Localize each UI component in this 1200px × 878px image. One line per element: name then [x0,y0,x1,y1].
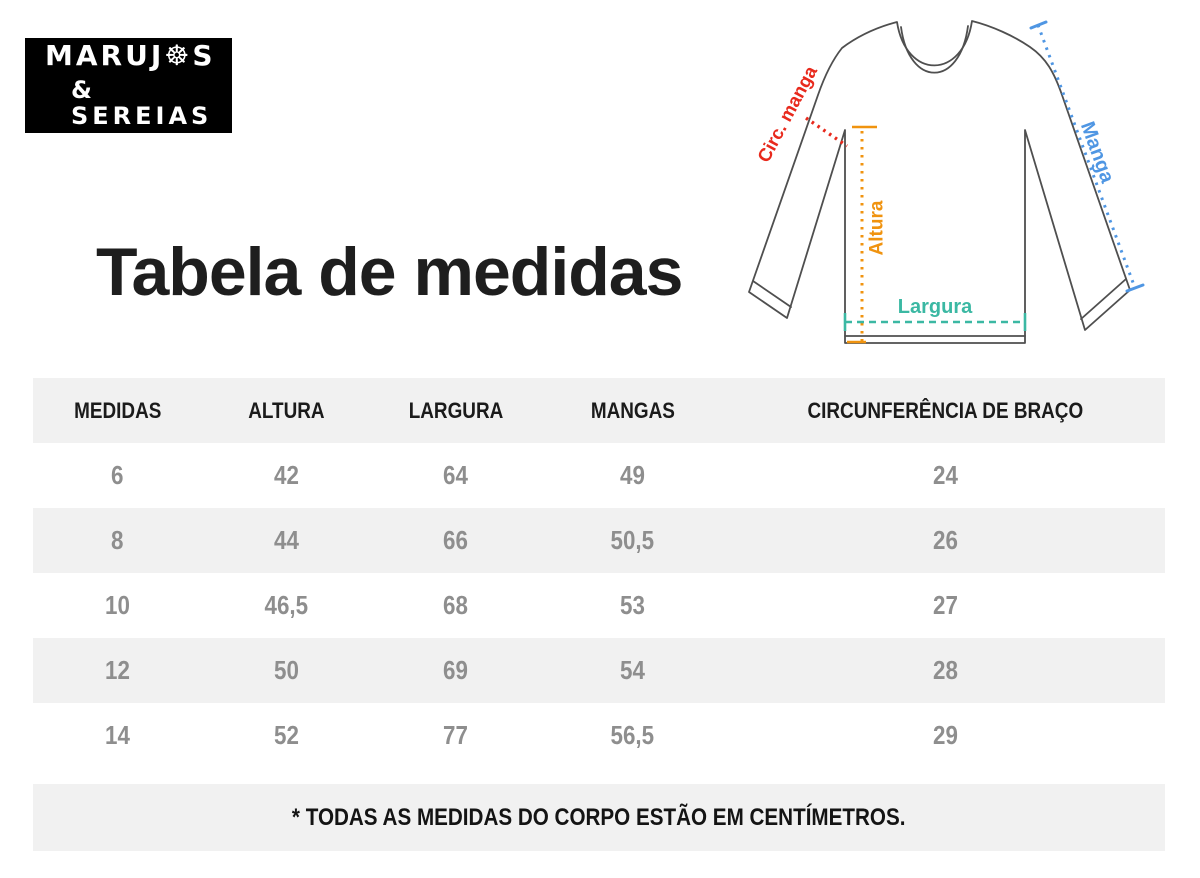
manga-measure-line [1036,24,1137,289]
table-row: 12 50 69 54 28 [33,638,1165,703]
brand-name-line1: MARUJ☸S [45,39,216,73]
brand-logo: MARUJ☸S & SEREIAS [25,38,232,133]
cell-circunferencia: 28 [932,655,958,685]
cell-mangas: 50,5 [610,525,655,555]
table-row: 6 42 64 49 24 [33,443,1165,508]
collar-inner-line [900,25,969,74]
cell-mangas: 54 [620,655,645,685]
table-header-row: MEDIDAS ALTURA LARGURA MANGAS CIRCUNFERÊ… [33,378,1165,443]
table-row: 14 52 77 56,5 29 [33,703,1165,768]
largura-label: Largura [898,296,973,318]
cell-mangas: 53 [620,590,645,620]
cell-altura: 42 [274,460,299,490]
table-row: 8 44 66 50,5 26 [33,508,1165,573]
shirt-measurement-diagram: Circ. manga Altura Largura Manga [748,20,1145,344]
brand-name-line2: & SEREIAS [71,76,213,131]
cell-altura: 52 [274,720,299,750]
cell-largura: 66 [443,525,468,555]
footnote-text: * TODAS AS MEDIDAS DO CORPO ESTÃO EM CEN… [292,803,906,831]
right-cuff-line [1080,278,1127,320]
cell-circunferencia: 27 [932,590,958,620]
cell-altura: 46,5 [264,590,309,620]
cell-size: 6 [111,460,124,490]
cell-circunferencia: 24 [932,460,958,490]
cell-size: 8 [111,525,124,555]
cell-size: 12 [105,655,130,685]
header-largura: LARGURA [408,397,503,423]
cell-largura: 64 [443,460,468,490]
size-table: MEDIDAS ALTURA LARGURA MANGAS CIRCUNFERÊ… [33,378,1165,851]
cell-size: 10 [105,590,130,620]
cell-largura: 68 [443,590,468,620]
page-title: Tabela de medidas [96,234,683,310]
header-medidas: MEDIDAS [73,397,162,423]
cell-largura: 77 [443,720,468,750]
cell-circunferencia: 26 [932,525,958,555]
altura-label: Altura [867,200,888,255]
cell-circunferencia: 29 [932,720,958,750]
header-mangas: MANGAS [590,397,675,423]
shirt-outline [748,20,1131,344]
cell-largura: 69 [443,655,468,685]
cell-altura: 50 [274,655,299,685]
table-footer-divider [33,768,1165,784]
circ-manga-measure-line [805,116,848,148]
manga-bottom-tick [1125,283,1145,293]
table-footnote: * TODAS AS MEDIDAS DO CORPO ESTÃO EM CEN… [33,784,1165,851]
header-circunferencia: CIRCUNFERÊNCIA DE BRAÇO [807,397,1083,423]
cell-size: 14 [105,720,130,750]
table-row: 10 46,5 68 53 27 [33,573,1165,638]
cell-mangas: 56,5 [610,720,655,750]
cell-altura: 44 [274,525,299,555]
left-cuff-line [752,280,792,308]
cell-mangas: 49 [620,460,645,490]
header-altura: ALTURA [248,397,325,423]
